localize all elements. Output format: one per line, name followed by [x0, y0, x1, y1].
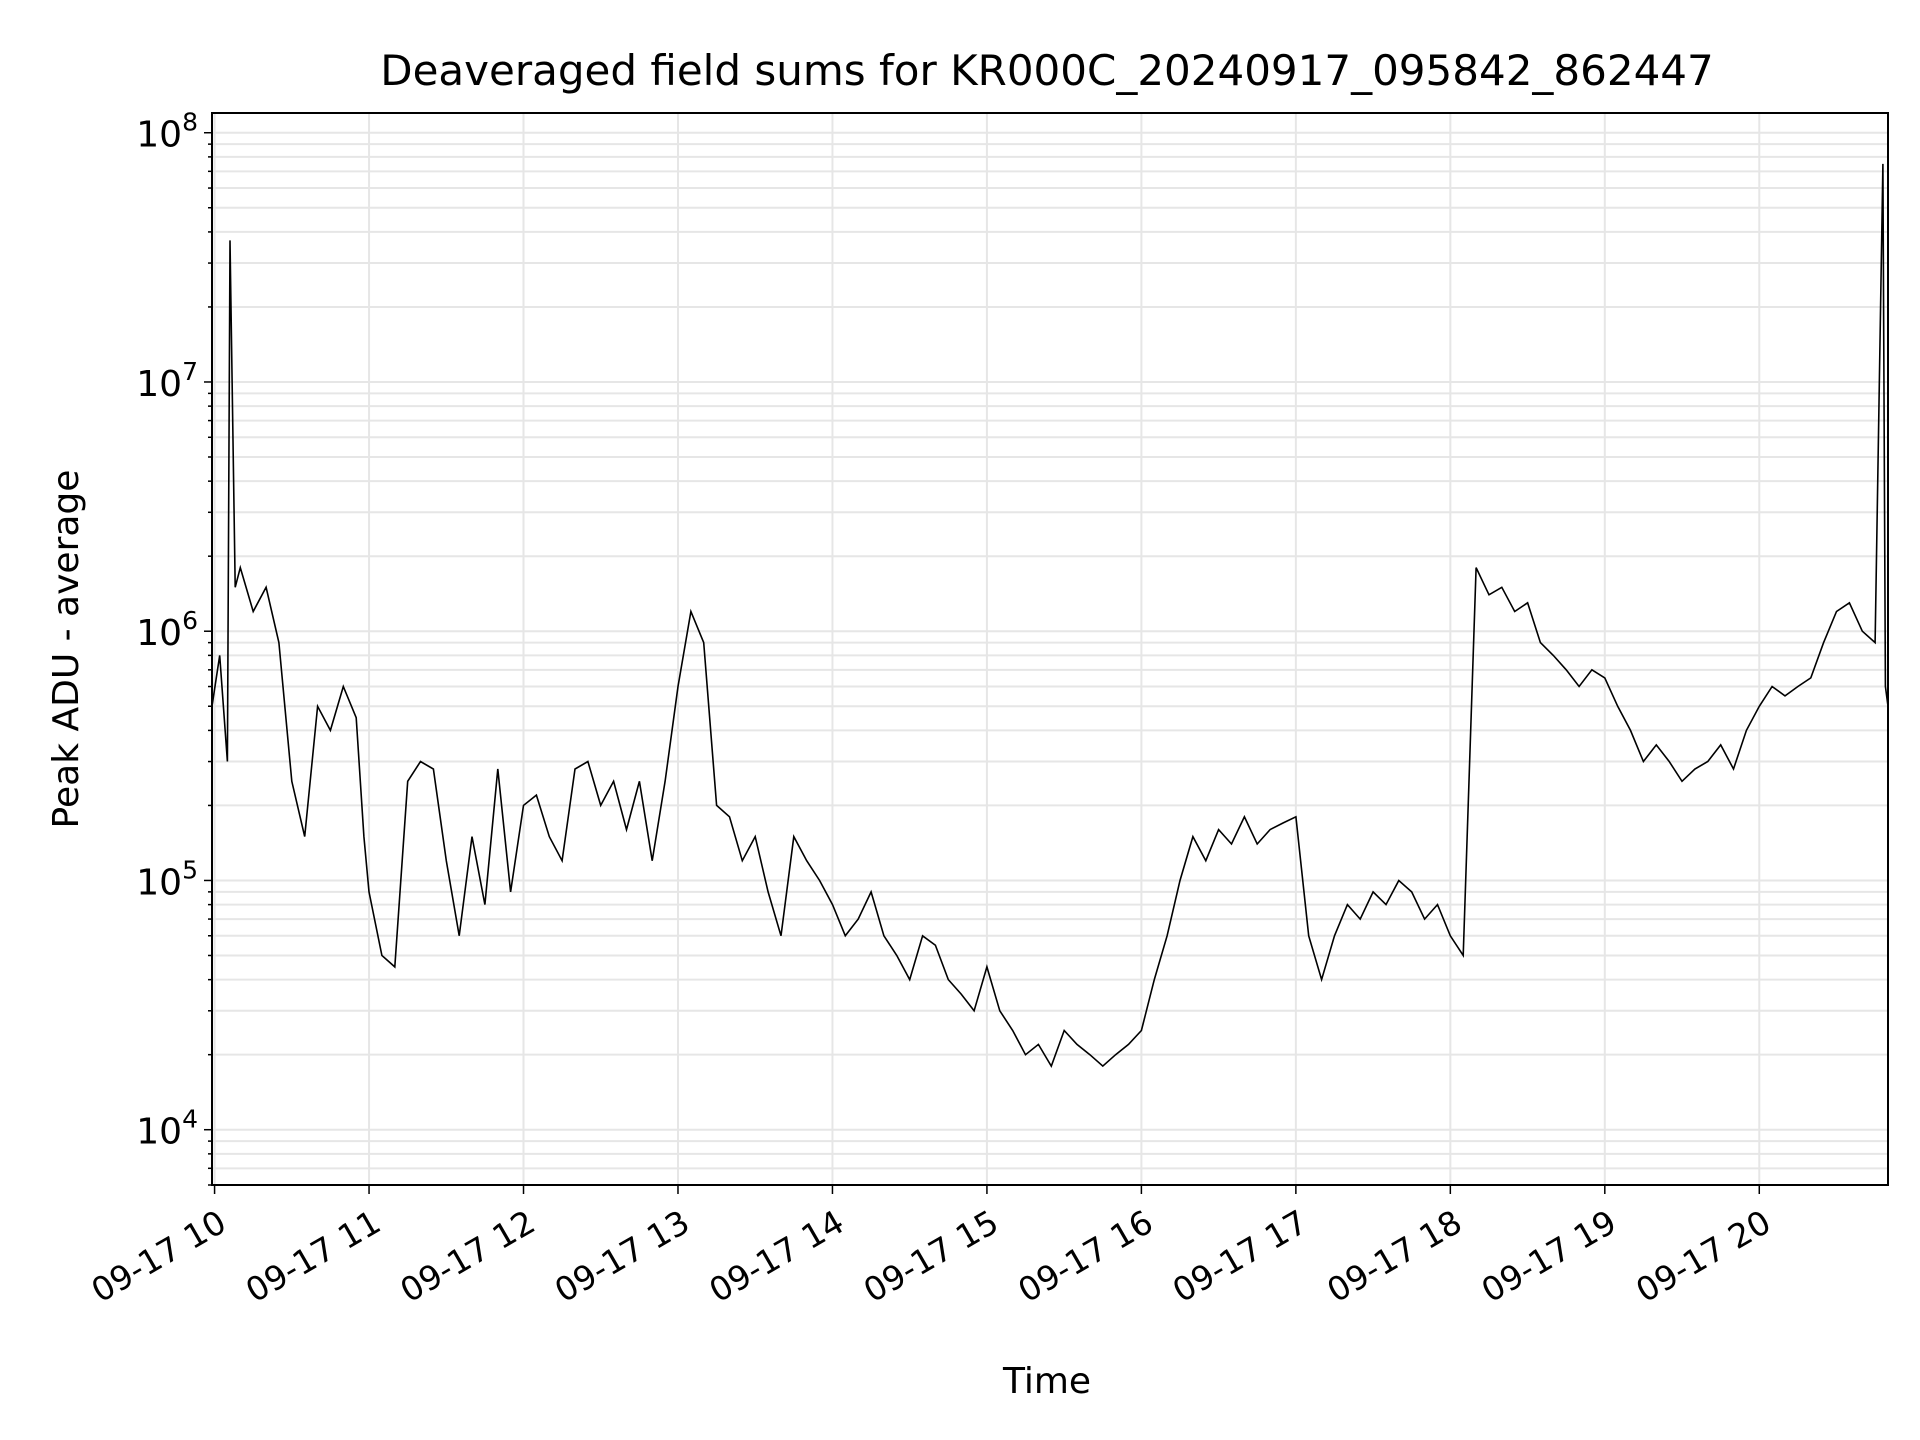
grid — [212, 113, 1888, 1186]
y-tick-label: 107 — [136, 357, 198, 405]
y-axis-label: Peak ADU - average — [46, 470, 87, 829]
series-line — [211, 163, 1889, 1068]
plot-area — [211, 163, 1889, 1068]
chart-title: Deaveraged field sums for KR000C_2024091… — [380, 46, 1714, 95]
y-axis-ticks: 104 105 106 107 108 — [136, 108, 212, 1186]
y-tick-label: 106 — [136, 606, 198, 654]
y-tick-label: 105 — [136, 855, 198, 903]
y-tick-label: 108 — [136, 108, 198, 156]
plot-frame — [211, 112, 1889, 1186]
y-tick-label: 104 — [136, 1105, 198, 1153]
x-axis-label: Time — [1002, 1361, 1091, 1402]
